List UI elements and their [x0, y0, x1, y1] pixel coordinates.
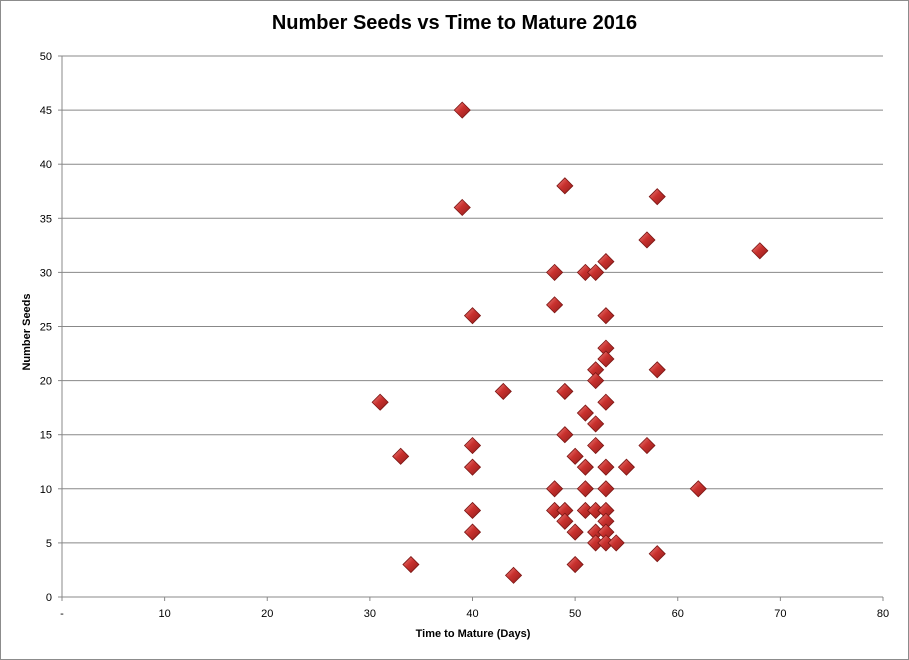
- chart-title: Number Seeds vs Time to Mature 2016: [271, 12, 638, 34]
- data-point: [638, 436, 656, 455]
- data-point: [546, 480, 564, 498]
- x-tick-label: 40: [466, 608, 478, 620]
- y-tick-label: 20: [40, 376, 52, 388]
- data-point: [597, 350, 615, 368]
- data-point: [463, 307, 482, 325]
- data-point: [576, 458, 594, 476]
- data-point: [556, 512, 574, 530]
- y-tick-label: 40: [40, 159, 52, 171]
- data-point: [587, 263, 605, 281]
- data-point: [597, 458, 615, 476]
- data-point: [463, 458, 482, 476]
- data-point: [607, 534, 625, 552]
- data-point: [587, 415, 605, 433]
- data-point: [463, 436, 482, 455]
- data-point: [453, 101, 471, 119]
- data-point: [463, 501, 482, 520]
- data-point: [597, 253, 615, 271]
- x-tick-label: 70: [774, 608, 786, 620]
- data-point: [463, 523, 482, 541]
- y-tick-label: 35: [40, 213, 52, 225]
- y-tick-label: 45: [40, 105, 52, 117]
- data-point: [576, 480, 594, 498]
- y-tick-label: 15: [40, 430, 52, 442]
- x-tick-label: 50: [569, 608, 581, 620]
- y-tick-label: 0: [46, 592, 52, 604]
- data-point: [453, 198, 471, 217]
- data-point: [597, 480, 615, 498]
- x-axis-label: Time to Mature (Days): [415, 628, 531, 640]
- x-tick-label: 80: [877, 608, 889, 620]
- data-point: [587, 372, 605, 390]
- data-point: [371, 393, 389, 411]
- y-tick-label: 5: [46, 538, 52, 550]
- data-point: [392, 447, 410, 465]
- data-point: [556, 382, 574, 400]
- x-tick-label: 10: [159, 608, 171, 620]
- x-tick-label: 30: [364, 608, 376, 620]
- data-point: [648, 361, 666, 379]
- y-tick-label: 25: [40, 322, 52, 334]
- data-point: [576, 404, 594, 422]
- data-point: [648, 545, 666, 563]
- y-tick-label: 10: [40, 484, 52, 496]
- data-point: [617, 458, 636, 476]
- data-point: [648, 188, 666, 206]
- data-point: [546, 296, 564, 314]
- data-point: [587, 436, 605, 455]
- data-point: [556, 177, 574, 195]
- data-point: [638, 231, 656, 249]
- data-point: [597, 393, 615, 411]
- data-point: [494, 382, 512, 400]
- x-tick-label: -: [60, 608, 64, 620]
- data-point: [566, 555, 584, 574]
- y-tick-label: 50: [40, 51, 52, 63]
- data-point: [546, 263, 564, 281]
- data-point: [504, 566, 523, 584]
- data-point: [597, 307, 615, 325]
- data-point: [689, 480, 707, 498]
- data-point: [402, 555, 420, 574]
- data-point: [566, 523, 584, 541]
- y-tick-label: 30: [40, 267, 52, 279]
- x-tick-label: 60: [672, 608, 684, 620]
- data-point: [566, 447, 584, 465]
- data-point: [556, 426, 574, 444]
- x-tick-label: 20: [261, 608, 273, 620]
- data-point: [751, 242, 769, 260]
